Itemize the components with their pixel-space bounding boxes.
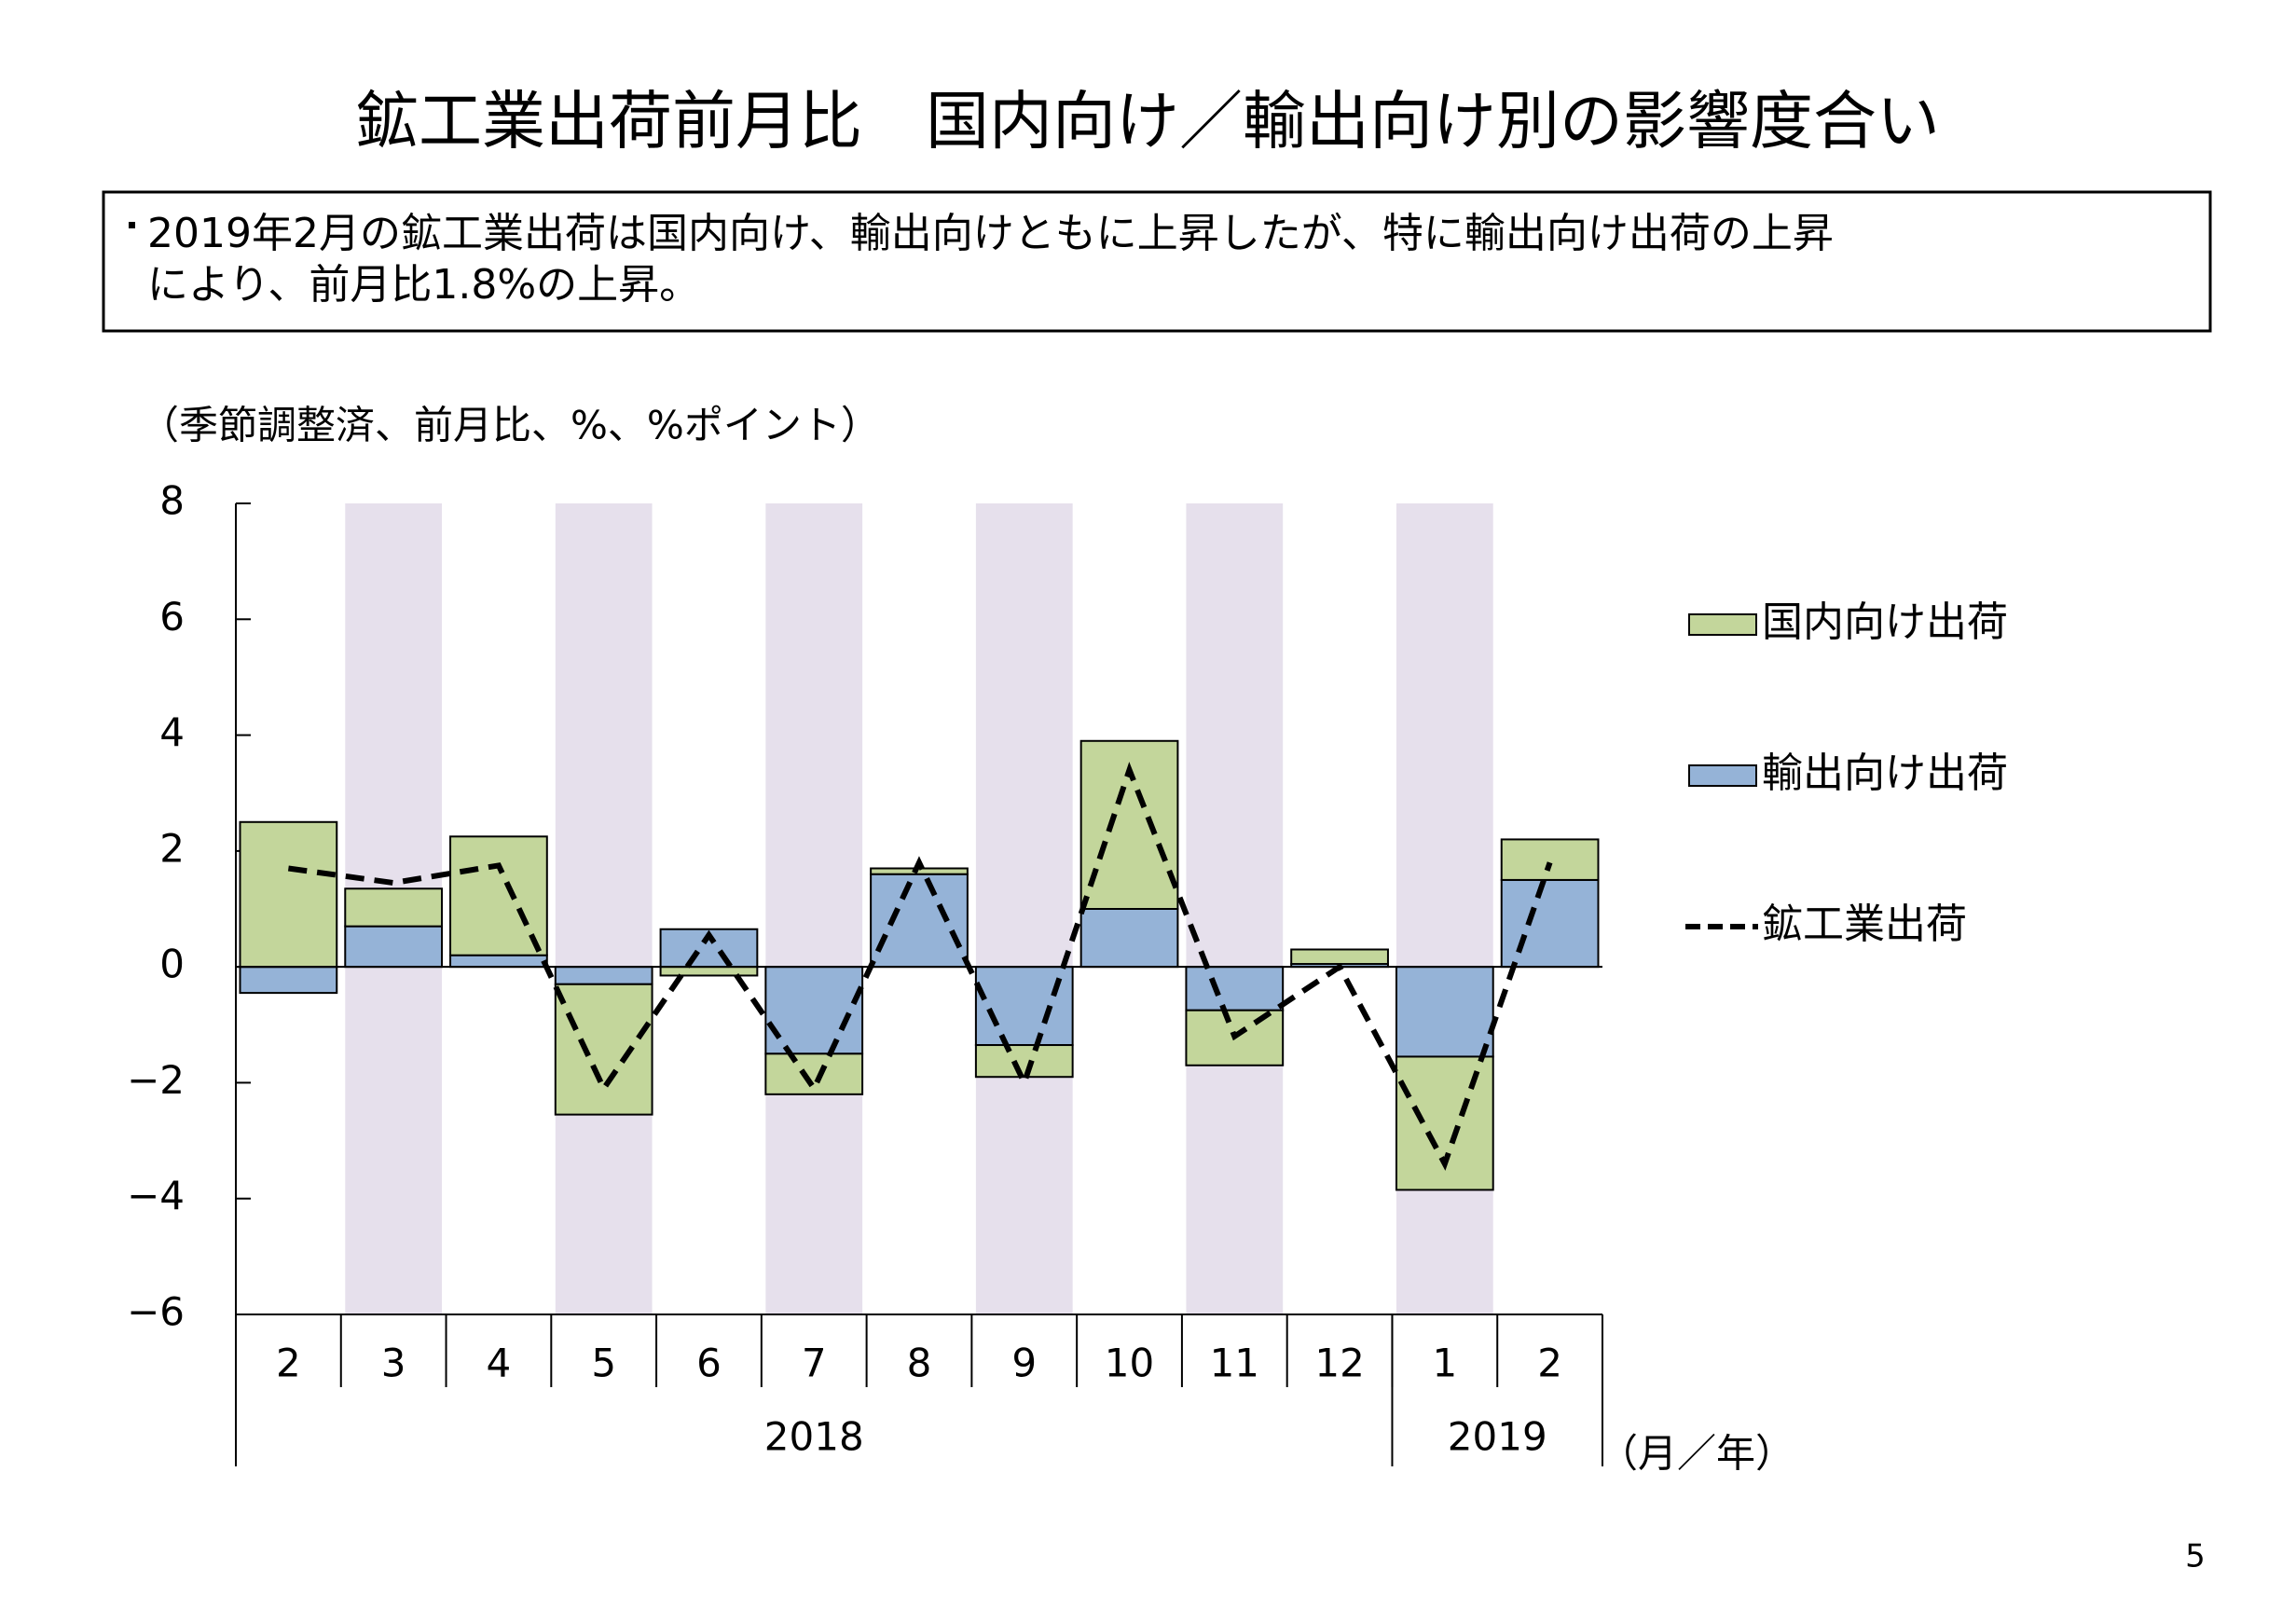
bar — [659, 966, 759, 977]
bar — [764, 966, 864, 1055]
line-series — [287, 762, 1553, 1171]
legend-label: 輸出向け出荷 — [1762, 750, 2008, 797]
shading-band — [975, 503, 1073, 1314]
bar — [554, 966, 653, 985]
bar — [1500, 878, 1600, 969]
page-number: 5 — [2185, 1538, 2206, 1575]
x-tick-label: 4 — [487, 1341, 512, 1386]
x-tick-label: 5 — [591, 1341, 616, 1386]
x-tick-label: 9 — [1011, 1341, 1037, 1386]
bar — [1500, 838, 1600, 881]
bar — [870, 867, 969, 875]
bar — [974, 1044, 1074, 1079]
y-tick-label: 6 — [159, 594, 185, 640]
legend-swatch — [1688, 613, 1757, 636]
bar — [344, 887, 444, 928]
bar — [870, 873, 969, 969]
shading-band — [555, 503, 653, 1314]
x-tick-label: 2 — [276, 1341, 301, 1386]
bar — [1079, 908, 1179, 969]
bar — [1290, 948, 1389, 966]
legend-label: 国内向け出荷 — [1762, 598, 2008, 646]
y-tick-label: −4 — [127, 1173, 185, 1218]
chart-title: 鉱工業出荷前月比 国内向け／輸出向け別の影響度合い — [355, 86, 1940, 159]
x-tick-label: 12 — [1314, 1341, 1364, 1386]
year-label: 2019 — [1448, 1414, 1547, 1460]
y-tick-label: 8 — [159, 478, 185, 524]
y-axis-label: （季節調整済、前月比、%、%ポイント） — [140, 403, 880, 448]
x-tick-label: 10 — [1105, 1341, 1154, 1386]
bar — [554, 983, 653, 1116]
bullet — [129, 222, 135, 228]
bar — [344, 925, 444, 969]
year-label: 2018 — [764, 1414, 864, 1460]
x-tick-label: 2 — [1537, 1341, 1562, 1386]
x-tick-label: 1 — [1432, 1341, 1457, 1386]
bar — [764, 1052, 864, 1095]
shading-band — [765, 503, 863, 1314]
bar — [1185, 966, 1285, 1011]
bar — [1395, 966, 1494, 1058]
bar — [239, 820, 338, 969]
note-box — [102, 190, 2212, 333]
y-tick-label: 4 — [159, 709, 185, 755]
y-tick-label: 2 — [159, 825, 185, 871]
bar — [239, 966, 338, 995]
y-tick-label: −6 — [127, 1289, 185, 1335]
x-tick-label: 6 — [696, 1341, 722, 1386]
legend-label: 鉱工業出荷 — [1762, 901, 1967, 948]
note-line: 2019年2月の鉱工業出荷は国内向け、輸出向けともに上昇したが、特に輸出向け出荷… — [147, 210, 1834, 257]
x-tick-label: 7 — [802, 1341, 827, 1386]
y-tick-label: −2 — [127, 1057, 185, 1103]
bar — [449, 954, 548, 969]
shading-band — [1395, 503, 1493, 1314]
x-tick-label: 3 — [381, 1341, 406, 1386]
legend-swatch — [1688, 764, 1757, 787]
bar — [1395, 1055, 1494, 1191]
x-tick-label: 11 — [1210, 1341, 1259, 1386]
y-tick-label: 0 — [159, 942, 185, 987]
shading-band — [1186, 503, 1284, 1314]
x-axis-label: （月／年） — [1599, 1431, 1794, 1477]
note-line: により、前月比1.8%の上昇。 — [147, 261, 700, 309]
x-tick-label: 8 — [907, 1341, 932, 1386]
